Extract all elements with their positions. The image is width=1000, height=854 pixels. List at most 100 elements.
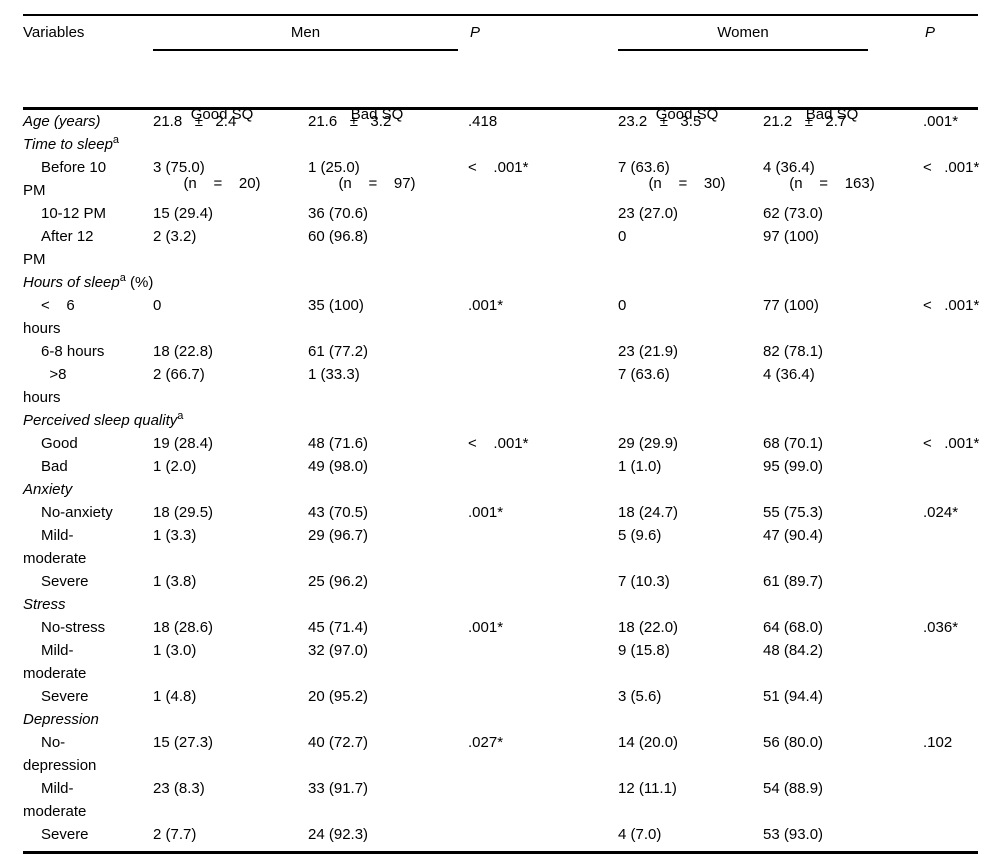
cell: 55 (75.3) <box>763 504 824 521</box>
cell: 35 (100) <box>308 297 364 314</box>
cell: .024* <box>923 504 959 521</box>
subcol-header-men-bad: Bad SQ (n = 97) <box>308 57 468 241</box>
cell: 64 (68.0) <box>763 619 824 636</box>
table-row: 6-8 hours 18 (22.8) 61 (77.2) 23 (21.9) 82 (… <box>23 340 978 363</box>
cell: 97 (100) <box>763 228 819 245</box>
cell: 2 (3.2) <box>153 228 197 245</box>
cell: .036* <box>923 619 959 636</box>
cell <box>618 593 763 616</box>
cell <box>468 409 618 432</box>
cell <box>923 133 978 156</box>
table-row: Severe 2 (7.7) 24 (92.3) 4 (7.0) 53 (93.0) <box>23 823 978 846</box>
cell: 4 (36.4) <box>763 366 815 383</box>
row-label: >8 hours <box>23 366 67 406</box>
subcol-header-men-good: Good SQ (n = 20) <box>153 57 308 241</box>
cell: 1 (3.8) <box>153 573 197 590</box>
results-table: Variables Men P Women P Good SQ (n = 20) <box>23 14 980 854</box>
row-label: After 12 PM <box>23 228 94 268</box>
cell: 18 (28.6) <box>153 619 214 636</box>
row-label: 10-12 PM <box>41 205 107 222</box>
cell: .001* <box>923 113 959 130</box>
cell <box>763 271 923 294</box>
table-row: Before 10 PM 3 (75.0) 1 (25.0) < .001* 7 (63… <box>23 156 979 202</box>
cell <box>468 225 618 271</box>
row-label: Before 10 PM <box>23 159 107 199</box>
cell <box>468 708 618 731</box>
row-label: Bad <box>41 458 68 475</box>
subcol-name: Bad SQ <box>805 106 859 123</box>
cell <box>923 340 978 363</box>
cell: 23 (27.0) <box>618 205 679 222</box>
cell <box>308 271 468 294</box>
table-header-row-1: Variables Men P Women P <box>23 16 978 54</box>
cell <box>153 708 308 731</box>
cell: .001* <box>468 297 504 314</box>
cell: .418 <box>468 113 498 130</box>
cell <box>923 593 978 616</box>
cell <box>153 271 308 294</box>
cell <box>308 708 468 731</box>
cell: 4 (36.4) <box>763 159 815 176</box>
cell: < .001* <box>923 435 980 452</box>
cell <box>618 271 763 294</box>
cell: 0 <box>153 297 162 314</box>
cell: 1 (33.3) <box>308 366 360 383</box>
row-label: Severe <box>41 826 89 843</box>
table-row: < 6 hours 0 35 (100) .001* 0 77 (100) < .001* <box>23 294 979 340</box>
cell: 29 (29.9) <box>618 435 679 452</box>
cell <box>618 478 763 501</box>
table-row: Good 19 (28.4) 48 (71.6) < .001* 29 (29.9) 68… <box>23 432 980 455</box>
table-row: Hours of sleepa (%) <box>23 271 978 294</box>
cell <box>468 593 618 616</box>
cell <box>468 271 618 294</box>
row-label: Good <box>41 435 78 452</box>
cell <box>153 593 308 616</box>
row-label: Anxiety <box>23 481 73 498</box>
table-row: Anxiety <box>23 478 978 501</box>
table-row: Time to sleepa <box>23 133 978 156</box>
row-label: Time to sleepa <box>23 134 120 154</box>
cell: .001* <box>468 619 504 636</box>
table-row: Mild- moderate 1 (3.0) 32 (97.0) 9 (15.8) 48… <box>23 639 978 685</box>
cell <box>923 708 978 731</box>
cell: 61 (89.7) <box>763 573 824 590</box>
cell: .027* <box>468 734 504 751</box>
subcol-n: (n = 97) <box>338 175 416 192</box>
cell: 56 (80.0) <box>763 734 824 751</box>
cell <box>923 478 978 501</box>
row-label: Perceived sleep qualitya <box>23 410 184 430</box>
cell: 21.8 ± 2.4 <box>153 113 237 130</box>
row-label: Age (years) <box>23 113 101 130</box>
cell <box>923 524 978 570</box>
cell <box>468 133 618 156</box>
row-label: Depression <box>23 711 99 728</box>
cell: 20 (95.2) <box>308 688 369 705</box>
table-row: No-anxiety 18 (29.5) 43 (70.5) .001* 18 (24.… <box>23 501 978 524</box>
cell: 15 (29.4) <box>153 205 214 222</box>
table-row: Severe 1 (4.8) 20 (95.2) 3 (5.6) 51 (94.4) <box>23 685 978 708</box>
cell: 54 (88.9) <box>763 780 824 797</box>
cell: 18 (29.5) <box>153 504 214 521</box>
footnote-superscript: a <box>119 272 126 284</box>
cell <box>923 455 978 478</box>
table-row: Severe 1 (3.8) 25 (96.2) 7 (10.3) 61 (89.7) <box>23 570 978 593</box>
table-row: Depression <box>23 708 978 731</box>
cell <box>618 409 763 432</box>
footnote-superscript: a <box>112 134 120 146</box>
cell: 18 (22.8) <box>153 343 214 360</box>
cell <box>923 363 978 409</box>
cell: 7 (63.6) <box>618 366 670 383</box>
cell <box>468 823 618 846</box>
cell: 33 (91.7) <box>308 780 369 797</box>
table-row: No-stress 18 (28.6) 45 (71.4) .001* 18 (22.0… <box>23 616 978 639</box>
cell <box>468 455 618 478</box>
cell: 25 (96.2) <box>308 573 369 590</box>
cell <box>923 685 978 708</box>
cell: 43 (70.5) <box>308 504 369 521</box>
cell: 2 (66.7) <box>153 366 205 383</box>
cell: 4 (7.0) <box>618 826 662 843</box>
subcol-n: (n = 163) <box>789 175 875 192</box>
table-row: Stress <box>23 593 978 616</box>
cell: 68 (70.1) <box>763 435 824 452</box>
